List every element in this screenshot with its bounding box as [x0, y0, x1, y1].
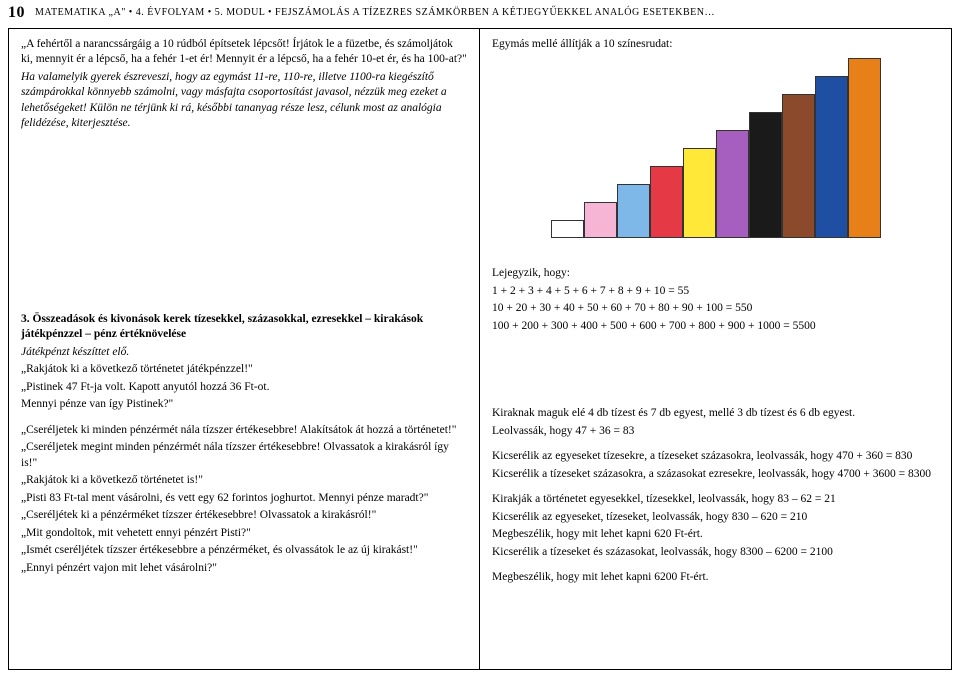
chart-bar — [782, 94, 815, 238]
chart-bar — [584, 202, 617, 238]
s3-l4: Mennyi pénze van így Pistinek?" — [21, 397, 467, 413]
chart-bar — [749, 112, 782, 238]
s3-l10: „Mit gondoltok, mit vehetett ennyi pénzé… — [21, 526, 467, 542]
lej-l2: 10 + 20 + 30 + 40 + 50 + 60 + 70 + 80 + … — [492, 301, 939, 317]
content-frame: „A fehértől a narancssárgáig a 10 rúdból… — [8, 28, 952, 670]
s3-l6: „Cseréljetek megint minden pénzérmét nál… — [21, 440, 467, 471]
chart-bar — [551, 220, 584, 238]
section3-title: 3. Összeadások és kivonások kerek tízese… — [21, 312, 467, 343]
r-l5: Kirakják a történetet egyesekkel, tízese… — [492, 492, 939, 508]
lej-l3: 100 + 200 + 300 + 400 + 500 + 600 + 700 … — [492, 319, 939, 335]
lej-l1: 1 + 2 + 3 + 4 + 5 + 6 + 7 + 8 + 9 + 10 =… — [492, 284, 939, 300]
left-column: „A fehértől a narancssárgáig a 10 rúdból… — [9, 29, 480, 669]
s3-l2: „Rakjátok ki a következő történetet játé… — [21, 362, 467, 378]
chart-bar — [815, 76, 848, 238]
r-l6: Kicserélik az egyeseket, tízeseket, leol… — [492, 510, 939, 526]
s3-l7: „Rakjátok ki a következő történetet is!" — [21, 473, 467, 489]
left-p2: Ha valamelyik gyerek észreveszi, hogy az… — [21, 70, 467, 132]
chart-bar — [617, 184, 650, 238]
left-p1: „A fehértől a narancssárgáig a 10 rúdból… — [21, 37, 467, 68]
r-l8: Kicserélik a tízeseket és százasokat, le… — [492, 545, 939, 561]
chart-bar — [683, 148, 716, 238]
right-column: Egymás mellé állítják a 10 színesrudat: … — [480, 29, 951, 669]
s3-l1: Játékpénzt készíttet elő. — [21, 345, 467, 361]
chart-bar — [716, 130, 749, 238]
r-l4: Kicserélik a tízeseket százasokra, a szá… — [492, 467, 939, 483]
r-l7: Megbeszélik, hogy mit lehet kapni 620 Ft… — [492, 527, 939, 543]
s3-l8: „Pisti 83 Ft-tal ment vásárolni, és vett… — [21, 491, 467, 507]
page-number: 10 — [8, 2, 25, 24]
s3-l3: „Pistinek 47 Ft-ja volt. Kapott anyutól … — [21, 380, 467, 396]
r-l2: Leolvassák, hogy 47 + 36 = 83 — [492, 424, 939, 440]
chart-bar — [848, 58, 881, 238]
r-l3: Kicserélik az egyeseket tízesekre, a tíz… — [492, 449, 939, 465]
color-rods-chart — [492, 58, 939, 238]
lej-title: Lejegyzik, hogy: — [492, 266, 939, 282]
s3-l5: „Cseréljetek ki minden pénzérmét nála tí… — [21, 423, 467, 439]
page-header: 10 MATEMATIKA „A" • 4. ÉVFOLYAM • 5. MOD… — [0, 0, 960, 28]
s3-l9: „Cseréljétek ki a pénzérméket tízszer ér… — [21, 508, 467, 524]
s3-l11: „Ismét cseréljétek tízszer értékesebbre … — [21, 543, 467, 559]
chart-bar — [650, 166, 683, 238]
s3-l12: „Ennyi pénzért vajon mit lehet vásárolni… — [21, 561, 467, 577]
header-text: MATEMATIKA „A" • 4. ÉVFOLYAM • 5. MODUL … — [35, 6, 715, 20]
r-l9: Megbeszélik, hogy mit lehet kapni 6200 F… — [492, 570, 939, 586]
r-l1: Kiraknak maguk elé 4 db tízest és 7 db e… — [492, 406, 939, 422]
right-p1: Egymás mellé állítják a 10 színesrudat: — [492, 37, 939, 53]
